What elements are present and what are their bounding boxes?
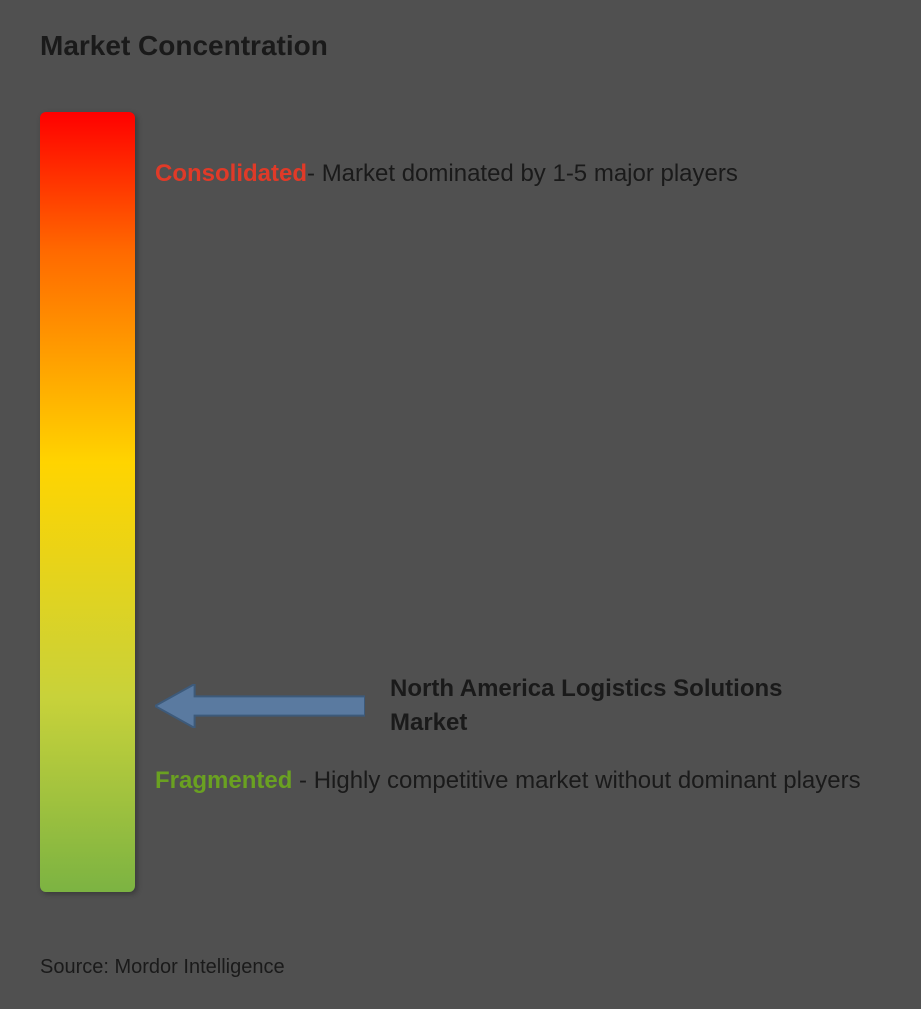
labels-area: Consolidated- Market dominated by 1-5 ma… bbox=[155, 112, 881, 892]
content-row: Consolidated- Market dominated by 1-5 ma… bbox=[40, 112, 881, 892]
chart-title: Market Concentration bbox=[40, 30, 881, 62]
fragmented-block: Fragmented - Highly competitive market w… bbox=[155, 762, 861, 800]
fragmented-label: Fragmented bbox=[155, 767, 292, 794]
chart-container: Market Concentration Consolidated- Marke… bbox=[0, 0, 921, 1009]
concentration-gradient-bar bbox=[40, 112, 135, 892]
consolidated-separator: - bbox=[307, 160, 322, 187]
market-name-label: North America Logistics Solutions Market bbox=[390, 672, 861, 739]
source-attribution: Source: Mordor Intelligence bbox=[40, 956, 285, 979]
consolidated-block: Consolidated- Market dominated by 1-5 ma… bbox=[155, 160, 861, 188]
consolidated-description: Market dominated by 1-5 major players bbox=[322, 160, 738, 187]
fragmented-description: Highly competitive market without domina… bbox=[314, 767, 861, 794]
consolidated-label: Consolidated bbox=[155, 160, 307, 187]
market-position-indicator: North America Logistics Solutions Market bbox=[155, 672, 861, 739]
left-arrow-icon bbox=[155, 684, 365, 728]
fragmented-separator: - bbox=[292, 767, 313, 794]
